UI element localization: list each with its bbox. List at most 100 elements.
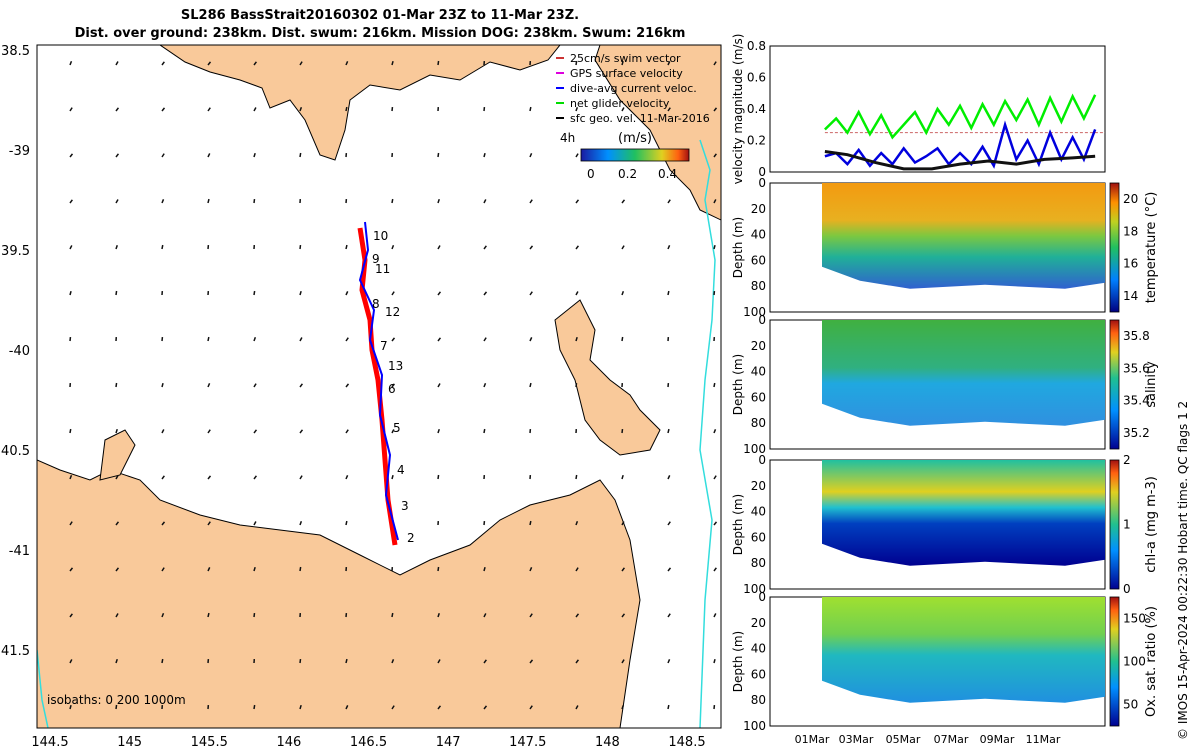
quiver-arrow (575, 567, 579, 572)
quiver-arrow (161, 153, 165, 158)
quiver-arrow (253, 290, 256, 296)
salinity-field (822, 320, 1105, 426)
quiver-arrow (69, 199, 73, 204)
map-ytick: 40.5 (1, 444, 30, 459)
quiver-arrow (345, 658, 348, 664)
map-xtick: 144.5 (31, 735, 68, 750)
quiver-arrow (713, 429, 717, 434)
quiver-arrow (483, 152, 486, 158)
isobath-line-west (37, 649, 49, 728)
map-ytick: 39.5 (1, 244, 30, 259)
quiver-arrow (575, 613, 580, 618)
surface-velocity-arrows (69, 60, 718, 710)
quiver-arrow (345, 106, 348, 112)
quiver-arrow (115, 199, 119, 204)
quiver-arrow (437, 198, 440, 204)
day-label: 6 (388, 382, 396, 396)
map-ytick: -41 (9, 544, 30, 559)
quiver-arrow (115, 428, 118, 434)
quiver-arrow (69, 107, 73, 112)
quiver-arrow (69, 567, 74, 572)
chla-cbar-tick: 0 (1123, 582, 1131, 596)
quiver-arrow (115, 107, 120, 112)
velocity-ytick: 0.6 (747, 71, 766, 85)
quiver-arrow (483, 428, 486, 434)
day-label: 10 (373, 229, 388, 243)
quiver-arrow (575, 199, 580, 204)
quiver-arrow (667, 521, 671, 526)
quiver-arrow (161, 61, 165, 66)
quiver-arrow (161, 199, 165, 204)
date-tick: 11Mar (1026, 733, 1061, 746)
quiver-arrow (713, 61, 717, 66)
quiver-arrow (115, 613, 119, 618)
depth-tick: 100 (743, 442, 766, 456)
quiver-arrow (161, 475, 165, 480)
quiver-arrow (575, 60, 578, 66)
quiver-arrow (437, 612, 440, 618)
date-tick: 09Mar (980, 733, 1015, 746)
quiver-arrow (69, 428, 72, 434)
plot-title-line2: Dist. over ground: 238km. Dist. swum: 21… (74, 26, 686, 41)
quiver-arrow (621, 659, 625, 664)
panel-salinity: 0 20 40 60 80 100 Depth (m) 35.2 35.4 35.6 35.8 sal… (731, 313, 1159, 456)
salinity-cbar-tick: 35.8 (1123, 329, 1150, 343)
velocity-ytick: 0.2 (747, 134, 766, 148)
depth-tick: 60 (751, 390, 766, 404)
quiver-arrow (115, 61, 119, 66)
date-tick: 03Mar (839, 733, 874, 746)
plot-title-line1: SL286 BassStrait20160302 01-Mar 23Z to 1… (180, 8, 580, 23)
quiver-arrow (253, 429, 258, 434)
depth-tick: 20 (751, 202, 766, 216)
velocity-series-line (824, 120, 1097, 169)
quiver-arrow (299, 106, 303, 112)
quiver-arrow (529, 382, 532, 388)
depth-tick: 0 (758, 590, 766, 604)
quiver-arrow (575, 336, 578, 342)
map-legend: 25cm/s swim vector GPS surface velocity di… (556, 52, 710, 125)
credit-text: © IMOS 15-Apr-2024 00:22:30 Hobart time.… (1176, 400, 1190, 740)
quiver-arrow (69, 290, 72, 296)
oxygen-cbar-tick: 150 (1123, 612, 1146, 626)
king-island-land (99, 429, 136, 481)
quiver-arrow (529, 659, 534, 664)
quiver-arrow (115, 153, 120, 158)
victoria-east-land (594, 45, 721, 221)
chla-cbar-tick: 2 (1123, 453, 1131, 467)
quiver-arrow (253, 336, 257, 342)
quiver-arrow (621, 60, 624, 66)
map-xtick: 145.5 (191, 735, 228, 750)
quiver-arrow (437, 705, 442, 710)
quiver-arrow (437, 428, 440, 434)
quiver-arrow (299, 566, 302, 572)
quiver-arrow (69, 704, 72, 710)
quiver-arrow (115, 567, 120, 572)
quiver-arrow (69, 659, 73, 664)
quiver-arrow (253, 61, 258, 66)
quiver-arrow (69, 613, 73, 618)
quiver-arrow (161, 567, 165, 572)
temperature-colorbar (1109, 182, 1120, 313)
salinity-cbar-tick: 35.4 (1123, 394, 1150, 408)
panel-temperature: 0 20 40 60 80 100 Depth (m) 14 16 18 20 temperature… (731, 176, 1159, 319)
quiver-arrow (391, 383, 395, 388)
map-ytick: -39 (9, 144, 30, 159)
quiver-arrow (345, 244, 348, 250)
quiver-arrow (483, 659, 487, 664)
quiver-arrow (621, 245, 625, 250)
quiver-arrow (667, 567, 672, 572)
quiver-arrow (161, 658, 164, 664)
quiver-arrow (575, 245, 579, 250)
quiver-arrow (161, 521, 166, 526)
quiver-arrow (69, 61, 73, 66)
map-ytick: 41.5 (1, 644, 30, 659)
map-ytick: -40 (9, 344, 30, 359)
quiver-arrow (483, 383, 487, 388)
quiver-arrow (69, 475, 73, 480)
velocity-ytick: 0.4 (747, 102, 766, 116)
depth-tick: 40 (751, 642, 766, 656)
quiver-arrow (391, 291, 395, 296)
